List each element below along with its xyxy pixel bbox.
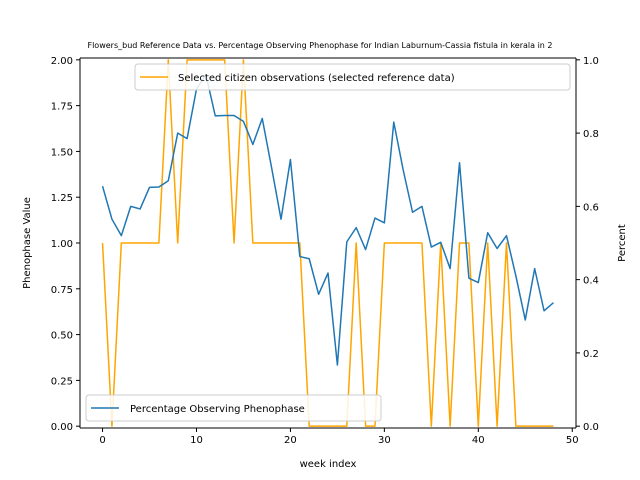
series-line-reference: [101, 59, 554, 427]
y-right-tick-label: 0.6: [583, 202, 599, 213]
legend-box: [134, 63, 571, 91]
x-tick-label: 30: [378, 435, 391, 446]
x-tick-label: 40: [472, 435, 485, 446]
y-right-tick-label: 0.8: [583, 129, 599, 140]
y-right-tick-label: 0.4: [583, 276, 599, 287]
y-axis-right-label: Percent: [617, 224, 628, 262]
x-tick-label: 10: [190, 435, 203, 446]
chart-title: Flowers_bud Reference Data vs. Percentag…: [87, 41, 552, 50]
x-tick-label: 0: [99, 435, 105, 446]
y-left-tick-label: 0.75: [51, 285, 73, 296]
x-tick-label: 50: [566, 435, 579, 446]
y-left-tick-label: 0.00: [51, 422, 73, 433]
x-tick-label: 20: [284, 435, 297, 446]
series-line-percentage: [101, 73, 554, 366]
legend-box: [85, 394, 382, 422]
y-left-tick-label: 1.25: [51, 193, 73, 204]
y-left-tick-label: 1.50: [51, 147, 73, 158]
y-left-tick-label: 2.00: [51, 56, 73, 67]
y-left-tick-label: 0.25: [51, 376, 73, 387]
y-left-tick-label: 1.75: [51, 102, 73, 113]
y-axis-left-label: Phenophase Value: [22, 197, 33, 289]
y-left-tick-label: 0.50: [51, 331, 73, 342]
y-right-tick-label: 0.2: [583, 349, 599, 360]
y-right-tick-label: 1.0: [583, 56, 599, 67]
y-right-tick-label: 0.0: [583, 422, 599, 433]
x-axis-label: week index: [300, 459, 357, 470]
legend-upper-right: Selected citizen observations (selected …: [134, 63, 571, 91]
ticks-layer: 0 10 20 30 40 50 0.00 0.25 0.50 0.75 1.00 1.25 1.50 1…: [51, 56, 599, 446]
legend-label-reference: Selected citizen observations (selected …: [178, 73, 455, 84]
legend-lower-left: Percentage Observing Phenophase: [85, 394, 382, 422]
y-left-tick-label: 1.00: [51, 239, 73, 250]
plot-area: 0 10 20 30 40 50 0.00 0.25 0.50 0.75 1.00 1.25 1.50 1…: [51, 56, 599, 446]
series-layer: [101, 59, 554, 427]
legend-label-percentage: Percentage Observing Phenophase: [130, 404, 305, 415]
